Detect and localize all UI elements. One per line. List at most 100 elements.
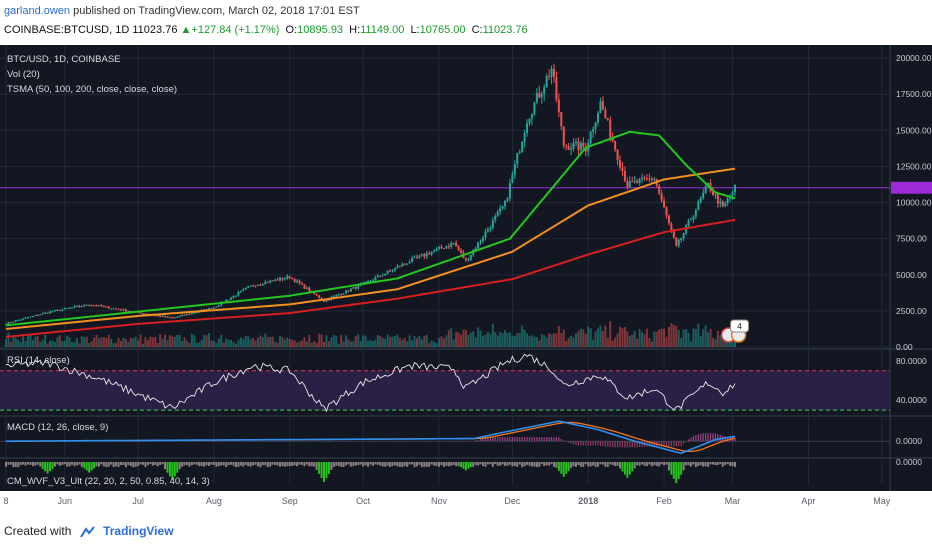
wvf-bar bbox=[110, 462, 113, 465]
wvf-bar bbox=[80, 462, 83, 467]
volume-bar bbox=[247, 336, 250, 347]
wvf-bar bbox=[327, 462, 330, 474]
volume-bar bbox=[183, 337, 186, 347]
volume-bar bbox=[450, 328, 453, 347]
volume-bar bbox=[601, 331, 604, 347]
wvf-bar bbox=[166, 462, 169, 473]
wvf-bar bbox=[362, 462, 365, 467]
candle-body bbox=[508, 182, 511, 199]
volume-bar bbox=[134, 336, 137, 347]
macd-hist-bar bbox=[638, 441, 641, 448]
macd-hist-bar bbox=[590, 441, 592, 446]
candle-body bbox=[638, 179, 641, 184]
volume-bar bbox=[303, 337, 306, 347]
macd-hist-bar bbox=[612, 441, 614, 448]
candle-body bbox=[538, 93, 541, 98]
macd-hist-bar bbox=[707, 433, 709, 442]
volume-bar bbox=[53, 342, 56, 347]
candle-body bbox=[469, 254, 472, 260]
volume-bar bbox=[530, 335, 533, 347]
published-text: published on TradingView.com, March 02, … bbox=[73, 5, 360, 17]
candle-body bbox=[171, 317, 174, 319]
volume-bar bbox=[589, 328, 592, 347]
macd-hist-bar bbox=[526, 437, 528, 442]
macd-hist-bar bbox=[697, 434, 699, 442]
macd-hist-bar bbox=[502, 437, 504, 442]
wvf-bar bbox=[437, 462, 440, 467]
volume-bar bbox=[658, 329, 661, 347]
volume-bar bbox=[308, 334, 311, 347]
wvf-bar bbox=[457, 462, 460, 467]
volume-bar bbox=[359, 341, 362, 347]
wvf-bar bbox=[17, 462, 20, 468]
volume-bar bbox=[232, 341, 235, 347]
macd-hist-bar bbox=[524, 437, 526, 442]
macd-hist-bar bbox=[614, 441, 616, 448]
macd-hist-bar bbox=[568, 441, 570, 443]
macd-hist-bar bbox=[514, 437, 516, 442]
wvf-pane-title: CM_WVF_V3_Ult (22, 20, 2, 50, 0.85, 40, … bbox=[7, 476, 210, 487]
candle-body bbox=[58, 309, 61, 311]
candle-body bbox=[217, 305, 220, 307]
tradingview-brand-link[interactable]: TradingView bbox=[103, 524, 174, 538]
wvf-bar bbox=[51, 462, 54, 469]
volume-bar bbox=[127, 342, 130, 347]
macd-hist-bar bbox=[678, 441, 680, 447]
candle-body bbox=[455, 242, 458, 247]
volume-bar bbox=[166, 340, 169, 347]
macd-hist-bar bbox=[492, 437, 494, 442]
wvf-bar bbox=[234, 462, 237, 468]
candle-body bbox=[176, 316, 179, 318]
volume-bar bbox=[371, 341, 374, 347]
wvf-bar bbox=[146, 462, 149, 466]
volume-bar bbox=[220, 335, 223, 347]
username-link[interactable]: garland.owen bbox=[4, 5, 71, 17]
candle-body bbox=[115, 308, 118, 310]
wvf-bar bbox=[474, 462, 477, 465]
wvf-bar bbox=[122, 462, 125, 466]
macd-hist-bar bbox=[575, 441, 577, 445]
macd-hist-bar bbox=[624, 441, 626, 448]
candle-body bbox=[122, 309, 125, 311]
wvf-bar bbox=[364, 462, 367, 466]
volume-bar bbox=[161, 338, 164, 347]
wvf-bar bbox=[731, 462, 734, 467]
candle-body bbox=[315, 293, 318, 296]
volume-bar bbox=[193, 335, 196, 347]
candle-body bbox=[403, 263, 406, 265]
volume-bar bbox=[122, 337, 125, 347]
wvf-bar bbox=[222, 462, 225, 466]
macd-hist-bar bbox=[648, 441, 650, 447]
candle-body bbox=[318, 295, 321, 298]
volume-bar bbox=[225, 338, 228, 347]
candle-body bbox=[663, 200, 666, 208]
volume-bar bbox=[146, 340, 149, 347]
volume-bar bbox=[526, 333, 529, 347]
volume-bar bbox=[345, 335, 348, 347]
volume-bar bbox=[291, 339, 294, 347]
wvf-bar bbox=[523, 462, 526, 467]
candle-body bbox=[264, 281, 267, 285]
wvf-bar bbox=[332, 462, 335, 467]
wvf-bar bbox=[447, 462, 450, 467]
wvf-bar bbox=[288, 462, 291, 467]
wvf-bar bbox=[425, 462, 428, 467]
candle-body bbox=[457, 246, 460, 251]
sma200-line bbox=[5, 218, 736, 338]
macd-hist-bar bbox=[670, 441, 672, 447]
candle-body bbox=[364, 281, 367, 283]
volume-bar bbox=[288, 339, 291, 347]
wvf-bar bbox=[675, 462, 678, 483]
wvf-bar bbox=[597, 462, 600, 467]
volume-bar bbox=[222, 342, 225, 347]
volume-bar bbox=[349, 341, 352, 347]
volume-bar bbox=[327, 341, 330, 347]
wvf-tick-label: 0.0000 bbox=[896, 457, 922, 467]
macd-pane-title: MACD (12, 26, close, 9) bbox=[7, 422, 108, 433]
volume-bar bbox=[14, 337, 17, 347]
chart-area[interactable]: 8 Jun Jul Aug Sep Oct Nov Dec 2018 Feb Mar Apr May 20… bbox=[0, 45, 932, 515]
candle-body bbox=[308, 287, 311, 292]
wvf-bar bbox=[183, 462, 186, 466]
candle-body bbox=[694, 210, 697, 217]
candle-body bbox=[381, 275, 384, 277]
